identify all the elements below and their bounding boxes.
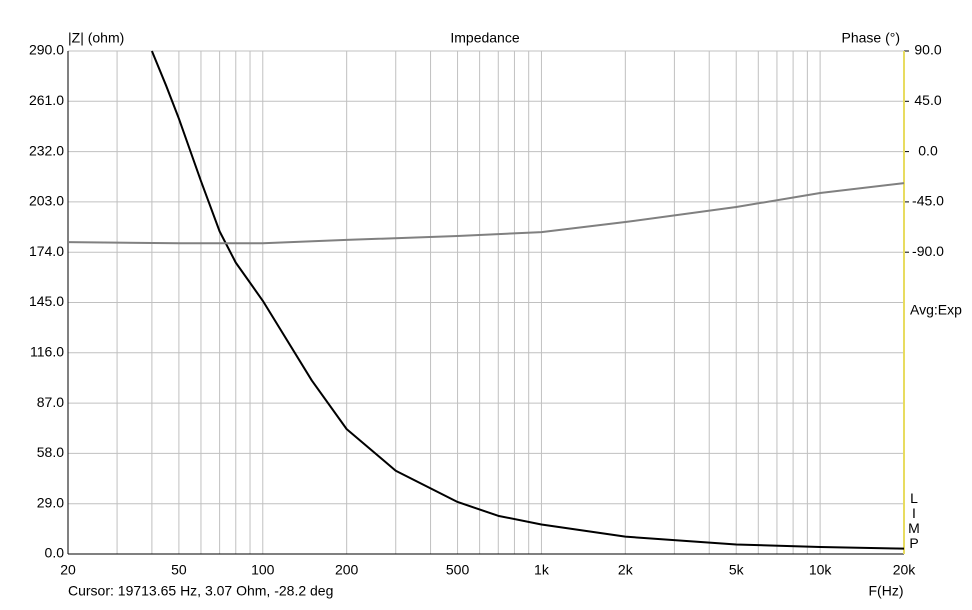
y-tick-label: 145.0 xyxy=(29,293,64,309)
y-tick-label: 58.0 xyxy=(37,444,64,460)
y2-tick-label: 45.0 xyxy=(914,92,941,108)
x-tick-label: 200 xyxy=(335,562,359,578)
y-tick-label: 290.0 xyxy=(29,42,64,58)
x-tick-label: 2k xyxy=(618,562,634,578)
y-tick-label: 0.0 xyxy=(45,545,65,561)
x-axis-label: F(Hz) xyxy=(869,583,904,599)
x-tick-label: 10k xyxy=(809,562,833,578)
cursor-readout: Cursor: 19713.65 Hz, 3.07 Ohm, -28.2 deg xyxy=(68,583,333,599)
y-tick-label: 116.0 xyxy=(30,344,64,360)
x-tick-label: 500 xyxy=(446,562,470,578)
y2-tick-label: -90.0 xyxy=(912,243,944,259)
chart-title: Impedance xyxy=(450,30,519,46)
y2-axis-label: Phase (°) xyxy=(841,30,900,46)
y-axis-label: |Z| (ohm) xyxy=(68,30,124,46)
y2-tick-label: -45.0 xyxy=(912,193,944,209)
x-tick-label: 50 xyxy=(171,562,187,578)
y-tick-label: 174.0 xyxy=(29,243,64,259)
averaging-label: Avg:Exp xyxy=(910,302,962,318)
x-tick-label: 100 xyxy=(251,562,275,578)
y2-tick-label: 90.0 xyxy=(914,42,941,58)
y-tick-label: 203.0 xyxy=(29,193,64,209)
x-tick-label: 5k xyxy=(729,562,745,578)
side-label: LIMP xyxy=(906,490,922,550)
series-line xyxy=(67,182,905,245)
y2-tick-label: 0.0 xyxy=(918,142,938,158)
x-tick-label: 20k xyxy=(893,562,917,578)
y-tick-label: 87.0 xyxy=(37,394,64,410)
x-tick-label: 20 xyxy=(60,562,76,578)
x-tick-label: 1k xyxy=(534,562,550,578)
y-tick-label: 232.0 xyxy=(29,142,64,158)
series-line xyxy=(150,50,905,550)
y-tick-label: 261.0 xyxy=(29,92,64,108)
y-tick-label: 29.0 xyxy=(37,494,64,510)
